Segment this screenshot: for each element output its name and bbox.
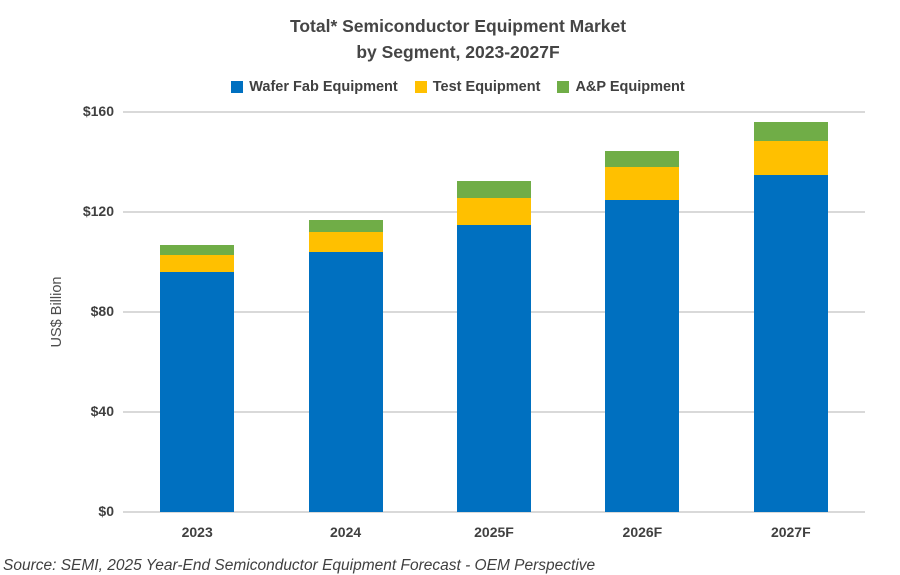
y-axis-title: US$ Billion [49, 276, 65, 348]
bar-segment-wafer-fab-equipment-2026f [605, 199, 680, 512]
gridline-0 [123, 511, 865, 513]
x-tick-label-2023: 2023 [181, 524, 213, 540]
gridline-160 [123, 111, 865, 113]
legend-swatch-icon [557, 81, 570, 93]
y-tick-label: $120 [82, 203, 114, 219]
source-note: Source: SEMI, 2025 Year-End Semiconducto… [3, 557, 596, 574]
bar-segment-a-p-equipment-2027f [753, 122, 828, 141]
y-tick-label: $40 [90, 403, 114, 419]
legend-item-test-equipment: Test Equipment [414, 79, 541, 95]
bar-segment-a-p-equipment-2025f [457, 180, 531, 199]
legend-swatch-icon [231, 81, 244, 93]
y-tick-label: $80 [90, 303, 114, 319]
bar-segment-a-p-equipment-2026f [605, 150, 680, 167]
chart-title: Total* Semiconductor Equipment Market by… [0, 13, 900, 66]
legend-swatch-icon [414, 81, 427, 93]
chart-title-line1: Total* Semiconductor Equipment Market [289, 16, 627, 36]
chart-legend: Wafer Fab Equipment Test Equipment A&P Equ… [0, 79, 900, 95]
bar-segment-test-equipment-2024 [308, 232, 383, 252]
x-tick-label-2024: 2024 [330, 524, 362, 540]
bar-segment-wafer-fab-equipment-2025f [457, 224, 531, 512]
bar-segment-wafer-fab-equipment-2023 [160, 272, 235, 512]
bar-segment-wafer-fab-equipment-2024 [308, 252, 383, 512]
legend-label: A&P Equipment [575, 79, 685, 95]
y-tick-label: $0 [98, 503, 114, 519]
legend-label: Test Equipment [432, 79, 541, 95]
x-tick-label-2026f: 2026F [622, 524, 663, 540]
legend-item-a-p-equipment: A&P Equipment [557, 79, 685, 95]
bar-segment-a-p-equipment-2024 [308, 219, 383, 232]
bar-segment-test-equipment-2025f [457, 198, 531, 225]
bar-segment-wafer-fab-equipment-2027f [753, 174, 828, 512]
bar-segment-a-p-equipment-2023 [160, 244, 235, 255]
legend-label: Wafer Fab Equipment [249, 79, 398, 95]
y-tick-label: $160 [82, 103, 114, 119]
x-tick-label-2027f: 2027F [770, 524, 811, 540]
legend-item-wafer-fab-equipment: Wafer Fab Equipment [231, 79, 398, 95]
bar-segment-test-equipment-2026f [605, 167, 680, 200]
bar-segment-test-equipment-2023 [160, 254, 235, 272]
chart-title-line2: by Segment, 2023-2027F [356, 42, 560, 63]
bar-segment-test-equipment-2027f [753, 140, 828, 175]
x-tick-label-2025f: 2025F [474, 524, 514, 540]
